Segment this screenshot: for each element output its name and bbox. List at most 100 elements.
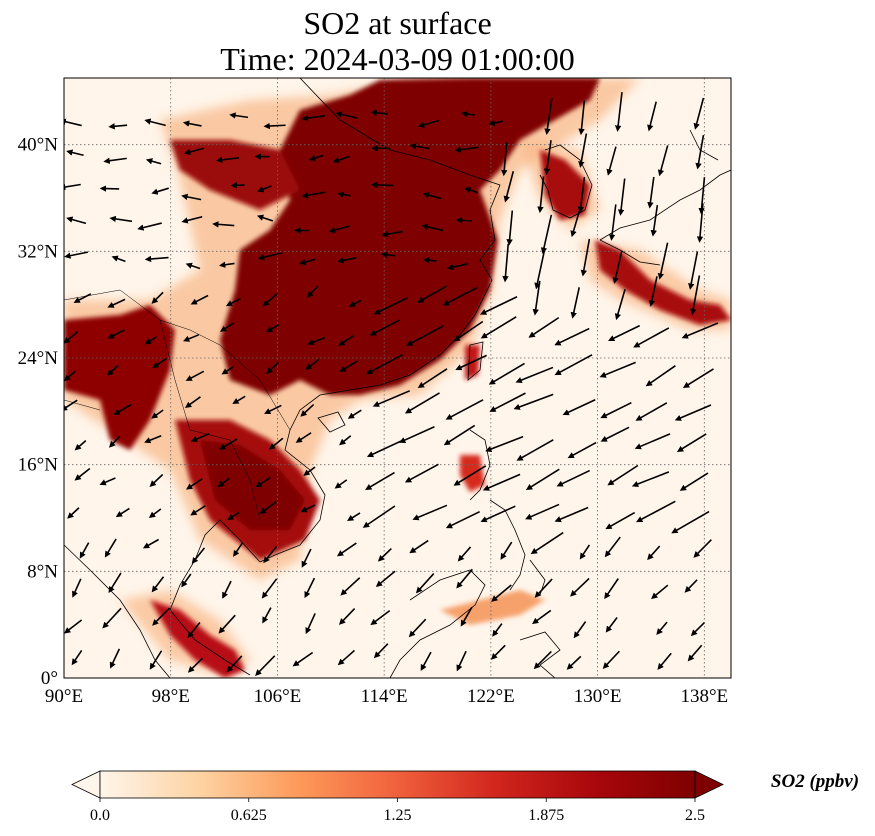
wind-arrow xyxy=(142,538,160,549)
wind-arrow xyxy=(107,298,126,308)
lon-tick-label: 90°E xyxy=(45,686,83,707)
lat-tick-label: 32°N xyxy=(18,241,59,262)
wind-arrow xyxy=(682,368,714,388)
wind-arrow xyxy=(500,541,513,560)
so2-plume-indochina-core xyxy=(200,440,305,530)
wind-arrow xyxy=(614,92,623,132)
wind-arrow xyxy=(454,146,479,153)
wind-arrow xyxy=(657,242,669,280)
wind-arrow xyxy=(417,368,448,389)
lon-tick-label: 114°E xyxy=(361,686,408,707)
wind-arrow xyxy=(103,157,127,164)
so2-plume-malaysia xyxy=(150,600,245,678)
colorbar-max-extend-triangle xyxy=(694,770,724,799)
wind-arrow xyxy=(446,262,469,271)
wind-arrow xyxy=(525,503,560,520)
wind-arrow xyxy=(656,621,668,635)
wind-arrow xyxy=(456,650,467,672)
wind-arrow xyxy=(264,404,282,414)
wind-arrow xyxy=(226,655,243,673)
wind-arrow xyxy=(262,293,278,307)
wind-arrow xyxy=(219,438,238,450)
wind-arrow xyxy=(579,544,591,560)
wind-arrow xyxy=(182,334,200,342)
wind-arrow xyxy=(647,101,657,132)
wind-arrow xyxy=(67,507,80,519)
wind-arrow xyxy=(543,140,552,176)
wind-arrow xyxy=(102,607,122,629)
wind-arrow xyxy=(337,649,356,666)
wind-arrow xyxy=(255,655,276,676)
wind-arrow xyxy=(373,297,408,315)
wind-arrow xyxy=(261,578,278,599)
wind-arrow xyxy=(453,465,487,486)
wind-arrow xyxy=(74,467,91,481)
wind-arrow xyxy=(648,276,658,307)
map-panel[interactable] xyxy=(61,77,732,679)
wind-arrow xyxy=(420,651,432,672)
wind-arrow xyxy=(567,441,597,459)
wind-arrow xyxy=(338,334,355,346)
wind-arrow xyxy=(577,177,586,214)
coastline-taiwan xyxy=(467,341,484,381)
wind-arrow xyxy=(645,365,676,387)
wind-arrow xyxy=(681,322,719,339)
wind-arrow xyxy=(690,621,705,637)
wind-arrow xyxy=(657,145,669,177)
wind-arrow xyxy=(182,120,202,127)
wind-arrow xyxy=(525,468,560,491)
wind-arrow xyxy=(148,508,162,519)
wind-arrow xyxy=(191,547,206,564)
wind-arrow xyxy=(600,426,630,442)
lon-tick-label: 106°E xyxy=(254,686,302,707)
wind-arrow xyxy=(636,500,676,523)
map-subtitle-time: Time: 2024-03-09 01:00:00 xyxy=(220,41,575,77)
wind-arrow xyxy=(409,143,430,150)
wind-arrow xyxy=(64,118,82,127)
wind-arrow xyxy=(479,296,518,315)
wind-arrow xyxy=(460,606,473,627)
lat-tick-label: 40°N xyxy=(18,135,59,156)
wind-arrow xyxy=(218,614,236,634)
wind-arrow xyxy=(366,440,402,458)
wind-arrow xyxy=(305,358,320,370)
wind-arrow xyxy=(304,577,316,599)
wind-arrow xyxy=(533,650,552,670)
wind-arrow xyxy=(578,133,588,168)
wind-arrow xyxy=(375,570,396,588)
map-title: SO2 at surface xyxy=(303,5,492,41)
wind-arrow xyxy=(370,181,394,189)
wind-arrow xyxy=(303,466,316,476)
wind-arrow xyxy=(570,577,590,597)
wind-arrow xyxy=(684,579,698,593)
lat-tick-label: 16°N xyxy=(18,455,59,476)
wind-arrow xyxy=(453,320,484,342)
wind-arrow xyxy=(464,187,478,194)
wind-arrow xyxy=(66,216,87,225)
wind-arrow xyxy=(152,357,167,369)
wind-arrow xyxy=(515,366,554,384)
wind-arrow xyxy=(151,409,164,419)
wind-arrow xyxy=(184,147,205,156)
wind-arrow xyxy=(688,251,699,290)
colorbar-tick-label: 0.625 xyxy=(231,807,267,824)
wind-arrow xyxy=(442,286,478,306)
wind-arrow xyxy=(71,649,83,666)
wind-arrow xyxy=(144,118,166,127)
wind-arrow xyxy=(687,644,703,662)
wind-arrow xyxy=(149,473,164,487)
wind-arrow xyxy=(66,149,84,157)
wind-arrow xyxy=(580,238,591,277)
wind-arrow xyxy=(181,573,192,588)
wind-arrow xyxy=(190,294,209,305)
wind-arrow xyxy=(64,370,77,382)
wind-arrow xyxy=(398,426,435,444)
wind-arrow xyxy=(144,255,169,263)
wind-arrow xyxy=(216,156,240,164)
colorbar-tick-label: 1.25 xyxy=(384,807,412,824)
wind-arrow xyxy=(554,354,593,376)
wind-arrow xyxy=(257,185,272,193)
wind-arrow xyxy=(185,370,205,381)
colorbar-min-extend-triangle xyxy=(71,770,101,799)
wind-arrow xyxy=(503,171,515,203)
